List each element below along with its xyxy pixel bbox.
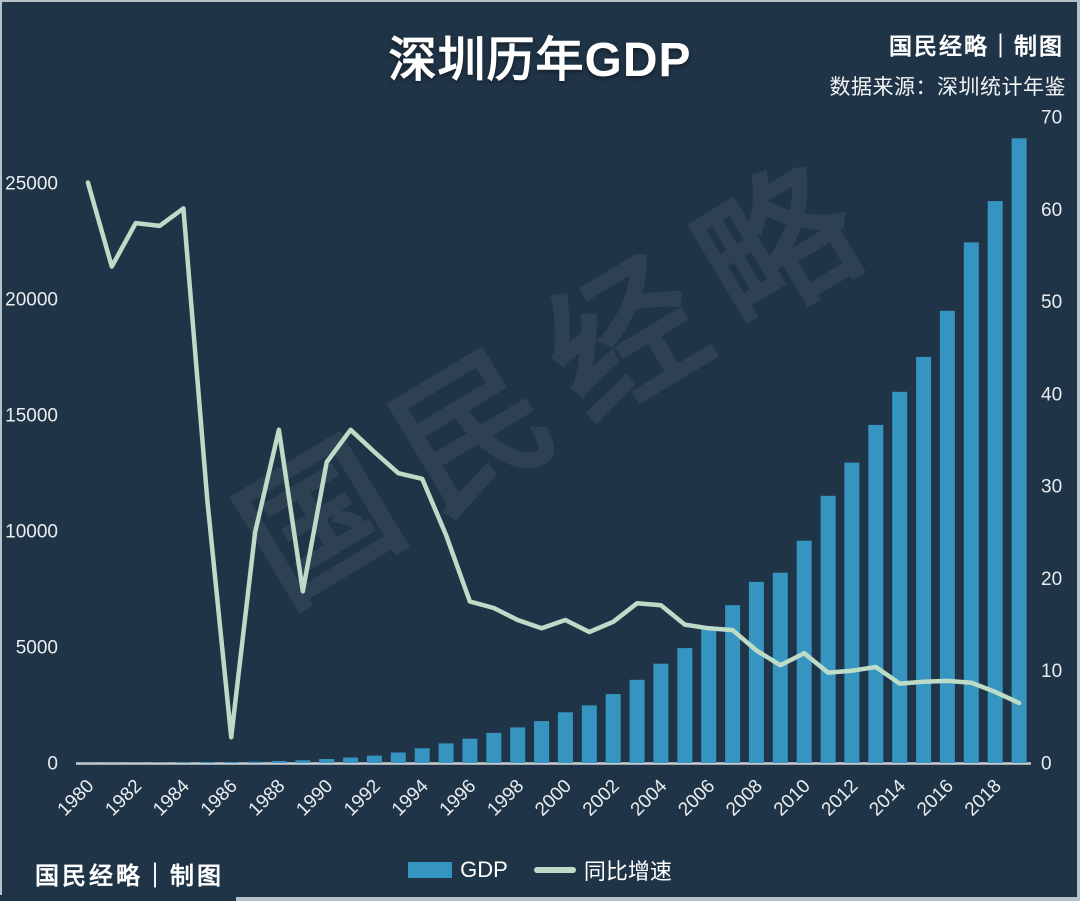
gdp-bar-1990 <box>319 759 335 763</box>
data-source-note: 数据来源：深圳统计年鉴 <box>829 76 1066 99</box>
gdp-bar-1997 <box>486 732 502 763</box>
gdp-bar-2018 <box>987 201 1003 764</box>
right-axis-tick-0: 0 <box>1041 754 1052 775</box>
x-axis-tick-2014: 2014 <box>865 775 910 820</box>
chart-title: 深圳历年GDP <box>388 34 692 87</box>
gdp-bar-1984 <box>175 762 191 763</box>
gdp-bar-2008 <box>748 581 764 763</box>
growth-line <box>85 180 1022 740</box>
gdp-bar-2013 <box>868 424 884 763</box>
legend-item-growth: 同比增速 <box>533 854 672 886</box>
gdp-bar-2000 <box>557 712 573 764</box>
gdp-bar-2005 <box>677 648 693 763</box>
gdp-bar-1986 <box>223 762 239 763</box>
right-axis-tick-40: 40 <box>1041 384 1062 405</box>
x-axis-tick-2010: 2010 <box>770 776 815 821</box>
right-axis-tick-70: 70 <box>1041 108 1062 129</box>
gdp-bar-2002 <box>605 694 621 763</box>
x-axis-tick-2016: 2016 <box>913 776 958 821</box>
gdp-bar-2019 <box>1011 138 1027 764</box>
page-border-top <box>0 0 1080 2</box>
gdp-bar-1994 <box>414 748 430 763</box>
right-axis-tick-50: 50 <box>1041 292 1062 313</box>
x-axis-tick-2012: 2012 <box>818 776 863 821</box>
x-axis-tick-1996: 1996 <box>436 776 481 821</box>
right-axis-tick-30: 30 <box>1041 477 1062 498</box>
gdp-bar-2014 <box>892 391 908 763</box>
gdp-bar-1988 <box>271 761 287 763</box>
x-axis-tick-2000: 2000 <box>531 776 576 821</box>
gdp-bar-2011 <box>820 495 836 763</box>
left-axis-tick-0: 0 <box>47 754 58 775</box>
x-axis-tick-1980: 1980 <box>54 776 99 821</box>
x-axis-tick-1992: 1992 <box>340 776 385 821</box>
left-axis-tick-25000: 25000 <box>5 174 58 195</box>
x-axis-tick-1984: 1984 <box>149 775 194 820</box>
x-axis-tick-2018: 2018 <box>961 776 1006 821</box>
page-border-right <box>1077 0 1080 901</box>
x-axis-tick-1994: 1994 <box>388 775 433 820</box>
gdp-bar-2016 <box>939 310 955 763</box>
right-axis-tick-10: 10 <box>1041 661 1062 682</box>
gdp-bar-2017 <box>963 242 979 763</box>
gdp-bar-1995 <box>438 743 454 763</box>
legend-growth-label: 同比增速 <box>583 859 672 884</box>
gdp-bar-2007 <box>725 605 741 763</box>
page-border-bottom <box>236 897 1080 901</box>
legend-gdp-label: GDP <box>460 857 508 882</box>
gdp-bar-swatch <box>408 862 453 878</box>
left-axis-tick-15000: 15000 <box>5 406 58 427</box>
left-axis-tick-5000: 5000 <box>16 638 58 659</box>
x-axis-tick-1986: 1986 <box>197 776 242 821</box>
gdp-bar-2004 <box>653 663 669 763</box>
gdp-bar-2006 <box>701 628 717 763</box>
gdp-bar-1996 <box>462 738 478 763</box>
x-axis-tick-1998: 1998 <box>483 776 528 821</box>
x-axis-tick-2008: 2008 <box>722 776 767 821</box>
gdp-bar-1992 <box>366 755 382 763</box>
gdp-bar-2015 <box>916 356 932 763</box>
gdp-bar-1985 <box>199 762 215 763</box>
growth-line-swatch <box>533 867 576 873</box>
left-axis-tick-10000: 10000 <box>5 522 58 543</box>
left-axis-tick-20000: 20000 <box>5 290 58 311</box>
x-axis-tick-2002: 2002 <box>579 776 624 821</box>
brand-watermark-bottom-left: 国民经略｜制图 <box>35 861 224 890</box>
gdp-bar-1987 <box>247 761 263 763</box>
x-axis-tick-1982: 1982 <box>101 776 146 821</box>
x-axis-tick-2006: 2006 <box>674 776 719 821</box>
gdp-bar-2012 <box>844 462 860 763</box>
x-axis-tick-1990: 1990 <box>292 776 337 821</box>
gdp-bar-2009 <box>772 572 788 763</box>
x-axis-tick-2004: 2004 <box>627 775 672 820</box>
x-axis-tick-1988: 1988 <box>245 776 290 821</box>
page-border-left <box>0 0 2 895</box>
gdp-bar-1993 <box>390 752 406 763</box>
gdp-bar-2003 <box>629 679 645 763</box>
right-axis-tick-60: 60 <box>1041 200 1062 221</box>
right-axis-tick-20: 20 <box>1041 569 1062 590</box>
gdp-bar-1989 <box>295 760 311 763</box>
gdp-bar-1999 <box>534 721 550 763</box>
legend-item-gdp: GDP <box>408 857 508 883</box>
legend: GDP 同比增速 <box>0 852 1080 888</box>
gdp-bar-1998 <box>510 727 526 763</box>
brand-watermark-top-right: 国民经略｜制图 <box>889 33 1064 60</box>
gdp-bar-2001 <box>581 705 597 763</box>
gdp-bar-1991 <box>343 757 359 763</box>
